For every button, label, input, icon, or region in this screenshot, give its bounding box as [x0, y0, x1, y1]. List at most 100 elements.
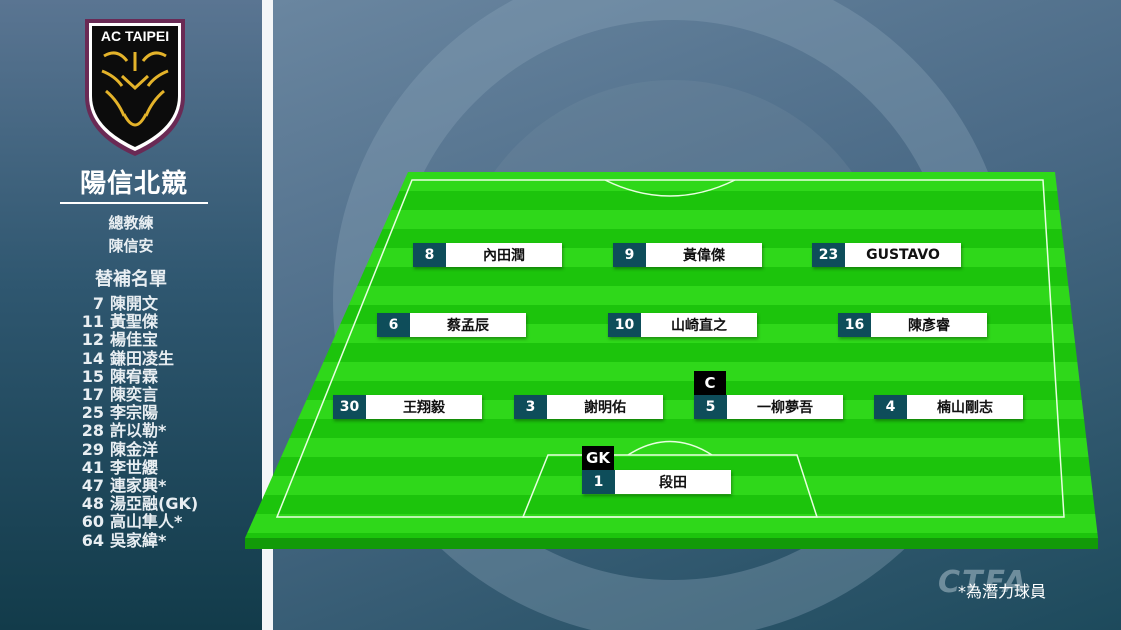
pitch-stripe: [245, 495, 1098, 514]
player-card: 16 陳彥睿: [838, 313, 987, 337]
sub-number: 47: [81, 476, 104, 496]
sub-name: 鎌田凌生: [110, 348, 175, 368]
player-number: 5: [694, 395, 727, 419]
pitch-stripe: [245, 210, 1098, 229]
substitute-item: 64 吳家緯*: [70, 530, 260, 550]
captain-badge: C: [694, 371, 726, 395]
player-number: 30: [333, 395, 366, 419]
player-number: 8: [413, 243, 446, 267]
player-number: 9: [613, 243, 646, 267]
substitute-item: 28 許以勒*: [70, 422, 260, 440]
sub-number: 15: [81, 366, 104, 386]
sub-number: 7: [92, 294, 104, 313]
player-card: 23 GUSTAVO: [812, 243, 961, 267]
player-name: 黃偉傑: [646, 243, 762, 267]
player-card: 9 黃偉傑: [613, 243, 762, 267]
sub-number: 25: [81, 403, 104, 423]
player-card: 1 段田: [582, 470, 731, 494]
goalkeeper-badge: GK: [582, 446, 614, 470]
sub-number: 11: [81, 312, 104, 332]
player-number: 1: [582, 470, 615, 494]
player-card: 4 楠山剛志: [874, 395, 1023, 419]
player-number: 4: [874, 395, 907, 419]
substitute-item: 25 李宗陽: [70, 404, 260, 422]
sub-name: 陳宥霖: [110, 366, 159, 386]
svg-text:AC TAIPEI: AC TAIPEI: [101, 28, 169, 44]
pitch-stripe: [245, 286, 1098, 305]
sub-name: 陳開文: [110, 294, 159, 313]
team-name: 陽信北競: [60, 163, 208, 204]
sub-name: 黃聖傑: [110, 312, 159, 332]
pitch-stripe: [245, 419, 1098, 438]
sub-number: 29: [81, 439, 104, 459]
sub-name: 吳家緯*: [110, 530, 167, 550]
pitch-stripe: [245, 343, 1098, 362]
sub-number: 14: [81, 348, 104, 368]
footnote: *為潛力球員: [958, 582, 1047, 601]
pitch-stripe: [245, 533, 1098, 538]
substitute-item: 48 湯亞融(GK): [70, 495, 260, 513]
substitute-item: 29 陳金洋: [70, 439, 260, 459]
ac-taipei-logo: AC TAIPEI: [85, 19, 185, 156]
sub-number: 28: [81, 421, 104, 441]
league-logo: CTFA: [938, 565, 1029, 600]
player-card: 8 內田潤: [413, 243, 562, 267]
substitute-item: 60 高山隼人*: [70, 513, 260, 531]
sub-number: 64: [81, 530, 104, 550]
pitch-stripe: [245, 362, 1098, 381]
player-number: 10: [608, 313, 641, 337]
player-number: 6: [377, 313, 410, 337]
pitch-stripe: [245, 267, 1098, 286]
substitute-item: 17 陳奕言: [70, 385, 260, 405]
sub-name: 陳奕言: [110, 385, 159, 405]
player-name: 內田潤: [446, 243, 562, 267]
substitute-item: 11 黃聖傑: [70, 313, 260, 331]
player-card: 30 王翔毅: [333, 395, 482, 419]
player-card: 10 山崎直之: [608, 313, 757, 337]
substitute-item: 7 陳開文: [70, 294, 260, 313]
sub-number: 48: [81, 494, 104, 514]
sub-name: 許以勒*: [110, 421, 167, 441]
player-number: 16: [838, 313, 871, 337]
pitch-stripe: [245, 514, 1098, 533]
substitute-item: 15 陳宥霖: [70, 366, 260, 386]
player-name: 王翔毅: [366, 395, 482, 419]
sub-name: 湯亞融(GK): [110, 494, 199, 514]
player-number: 23: [812, 243, 845, 267]
coach-label: 總教練: [108, 214, 154, 232]
pitch-stripe: [245, 172, 1098, 191]
sub-name: 連家興*: [110, 476, 167, 496]
player-name: 山崎直之: [641, 313, 757, 337]
pitch-stripe: [245, 457, 1098, 476]
pitch-stripe: [245, 438, 1098, 457]
sub-number: 41: [81, 457, 104, 477]
player-name: 一柳夢吾: [727, 395, 843, 419]
substitutes-heading: 替補名單: [95, 269, 167, 290]
team-sidebar: AC TAIPEI 陽信北競 總教練 陳信安 替補名單 7 陳開文 11 黃聖傑 12 楊…: [0, 0, 262, 630]
coach-name: 陳信安: [108, 237, 154, 255]
sub-name: 李世纓: [110, 457, 159, 477]
pitch-lines: [275, 179, 1065, 518]
sub-name: 高山隼人*: [110, 512, 183, 532]
player-card: 3 謝明佑: [514, 395, 663, 419]
player-name: 蔡孟辰: [410, 313, 526, 337]
substitute-item: 41 李世纓: [70, 457, 260, 477]
sub-name: 陳金洋: [110, 439, 159, 459]
player-name: 楠山剛志: [907, 395, 1023, 419]
player-card: 5 一柳夢吾: [694, 395, 843, 419]
player-card: 6 蔡孟辰: [377, 313, 526, 337]
pitch-stripe: [245, 191, 1098, 210]
sub-number: 60: [81, 512, 104, 532]
player-number: 3: [514, 395, 547, 419]
substitute-item: 12 楊佳宝: [70, 331, 260, 349]
substitute-item: 47 連家興*: [70, 476, 260, 496]
player-name: GUSTAVO: [845, 243, 961, 267]
divider: [262, 0, 273, 630]
sub-number: 17: [81, 385, 104, 405]
sub-name: 楊佳宝: [110, 330, 159, 350]
player-name: 謝明佑: [547, 395, 663, 419]
substitute-item: 14 鎌田凌生: [70, 348, 260, 368]
player-name: 陳彥睿: [871, 313, 987, 337]
sub-name: 李宗陽: [110, 403, 159, 423]
player-name: 段田: [615, 470, 731, 494]
